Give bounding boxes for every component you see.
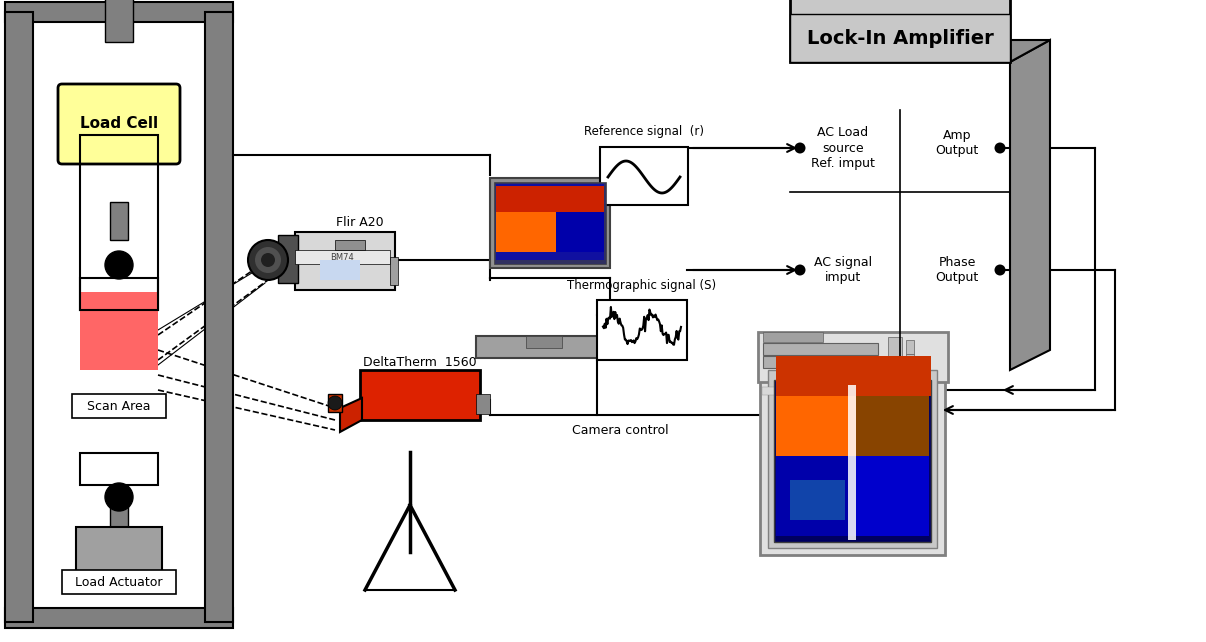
Bar — [496, 186, 604, 212]
Bar — [768, 370, 937, 548]
Circle shape — [248, 240, 288, 280]
Bar — [760, 360, 946, 555]
Bar — [775, 356, 931, 396]
Text: Thermographic signal (S): Thermographic signal (S) — [568, 279, 716, 291]
Bar — [856, 396, 929, 456]
Text: Lock-In Amplifier: Lock-In Amplifier — [807, 28, 994, 48]
Text: Camera control: Camera control — [572, 424, 668, 437]
Circle shape — [105, 251, 133, 279]
Bar — [328, 394, 343, 412]
Bar — [763, 343, 878, 355]
Circle shape — [254, 247, 281, 273]
Circle shape — [995, 143, 1006, 153]
Bar — [526, 336, 562, 348]
Polygon shape — [790, 40, 1050, 62]
Bar — [5, 608, 233, 628]
Bar — [72, 394, 166, 418]
Text: Flir A20: Flir A20 — [336, 216, 384, 229]
Bar — [279, 235, 298, 283]
Text: BM74: BM74 — [330, 252, 353, 261]
Text: Phase
Output: Phase Output — [936, 256, 978, 284]
Bar — [320, 260, 361, 280]
Bar — [775, 456, 856, 536]
Bar — [105, 0, 133, 42]
Bar — [838, 348, 868, 363]
Bar — [490, 178, 610, 268]
Bar — [62, 570, 176, 594]
Bar — [110, 202, 128, 240]
Bar — [848, 385, 856, 540]
Bar — [496, 184, 604, 260]
Bar — [80, 292, 158, 370]
Bar — [361, 370, 480, 420]
Circle shape — [105, 483, 133, 511]
Circle shape — [795, 143, 806, 153]
Circle shape — [795, 265, 806, 275]
FancyBboxPatch shape — [58, 84, 180, 164]
Text: Reference signal  (r): Reference signal (r) — [584, 125, 704, 139]
Bar — [762, 387, 912, 395]
Text: Amp
Output: Amp Output — [936, 129, 978, 157]
Bar — [76, 527, 162, 585]
Bar — [759, 332, 948, 382]
Bar — [80, 278, 158, 310]
Bar — [790, 0, 1009, 62]
Bar — [80, 453, 158, 485]
Bar — [496, 212, 556, 252]
Bar — [790, 14, 1009, 62]
Polygon shape — [1009, 40, 1050, 370]
Polygon shape — [340, 398, 362, 432]
Bar — [601, 147, 687, 205]
Text: Load Actuator: Load Actuator — [75, 575, 163, 589]
Circle shape — [328, 396, 343, 410]
Bar — [390, 257, 398, 285]
Bar — [80, 135, 158, 310]
Bar — [597, 300, 687, 360]
Bar — [476, 394, 490, 414]
Text: Load Cell: Load Cell — [80, 116, 158, 132]
Text: AC signal
imput: AC signal imput — [814, 256, 872, 284]
Bar — [888, 337, 902, 375]
Bar — [774, 380, 931, 542]
Bar — [335, 240, 365, 250]
Circle shape — [995, 265, 1006, 275]
Bar — [556, 212, 604, 252]
Text: DeltaTherm  1560: DeltaTherm 1560 — [363, 356, 476, 370]
Bar — [5, 12, 33, 622]
Text: Scan Area: Scan Area — [87, 399, 151, 413]
Bar — [763, 356, 878, 368]
Bar — [790, 480, 845, 520]
Bar — [856, 456, 929, 536]
Text: AC Load
source
Ref. imput: AC Load source Ref. imput — [812, 126, 874, 169]
Bar — [906, 354, 914, 372]
Bar — [763, 332, 822, 342]
Bar — [906, 340, 914, 354]
Bar — [5, 2, 233, 22]
Bar — [494, 182, 605, 264]
Circle shape — [260, 253, 275, 267]
Bar — [205, 12, 233, 622]
Bar — [110, 494, 128, 530]
Bar — [295, 250, 390, 264]
Bar — [775, 396, 856, 456]
Bar — [295, 232, 396, 290]
Bar — [476, 336, 611, 358]
